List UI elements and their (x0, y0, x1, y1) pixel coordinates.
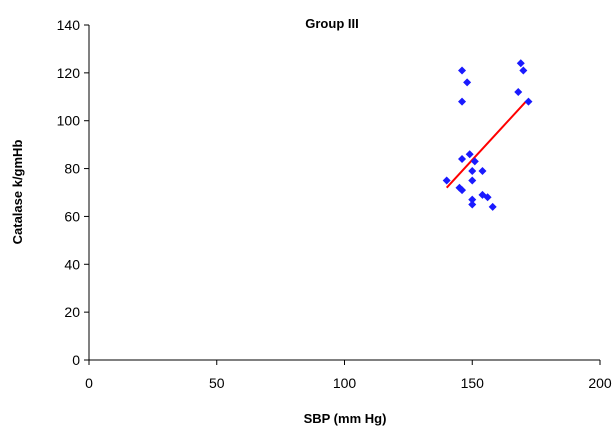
x-tick-label: 150 (461, 375, 485, 391)
x-tick-label: 100 (333, 375, 357, 391)
data-point (470, 157, 479, 166)
data-point (488, 202, 497, 211)
data-point (465, 150, 474, 159)
data-points (442, 59, 533, 211)
data-point (442, 176, 451, 185)
y-tick-label: 60 (64, 208, 80, 224)
data-point (524, 97, 533, 106)
x-tick-label: 50 (209, 375, 225, 391)
data-point (463, 78, 472, 87)
y-tick-label: 100 (57, 113, 81, 129)
data-point (458, 66, 467, 75)
y-tick-label: 80 (64, 161, 80, 177)
y-tick-label: 0 (72, 352, 80, 368)
data-point (458, 186, 467, 195)
chart-title: Group III (305, 16, 358, 31)
data-point (519, 66, 528, 75)
data-point (458, 155, 467, 163)
data-point (468, 176, 477, 185)
data-point (514, 88, 523, 96)
data-point (483, 193, 492, 202)
x-axis-ticks: 0 50 100 150 200 (85, 360, 612, 391)
data-point (468, 200, 477, 209)
y-tick-label: 120 (57, 65, 81, 81)
data-point (478, 166, 487, 175)
x-axis-title: SBP (mm Hg) (304, 411, 387, 426)
x-tick-label: 200 (588, 375, 612, 391)
data-point (458, 97, 467, 106)
data-point (468, 195, 477, 204)
x-tick-label: 0 (85, 375, 93, 391)
trendline (445, 100, 527, 189)
y-tick-label: 40 (64, 256, 80, 272)
y-axis-title: Catalase k/gmHb (10, 140, 25, 245)
data-point (516, 59, 525, 68)
y-tick-label: 20 (64, 304, 80, 320)
data-point (468, 166, 477, 175)
y-tick-label: 140 (57, 17, 81, 33)
y-axis-ticks: 0 20 40 60 80 100 120 140 (57, 17, 89, 368)
